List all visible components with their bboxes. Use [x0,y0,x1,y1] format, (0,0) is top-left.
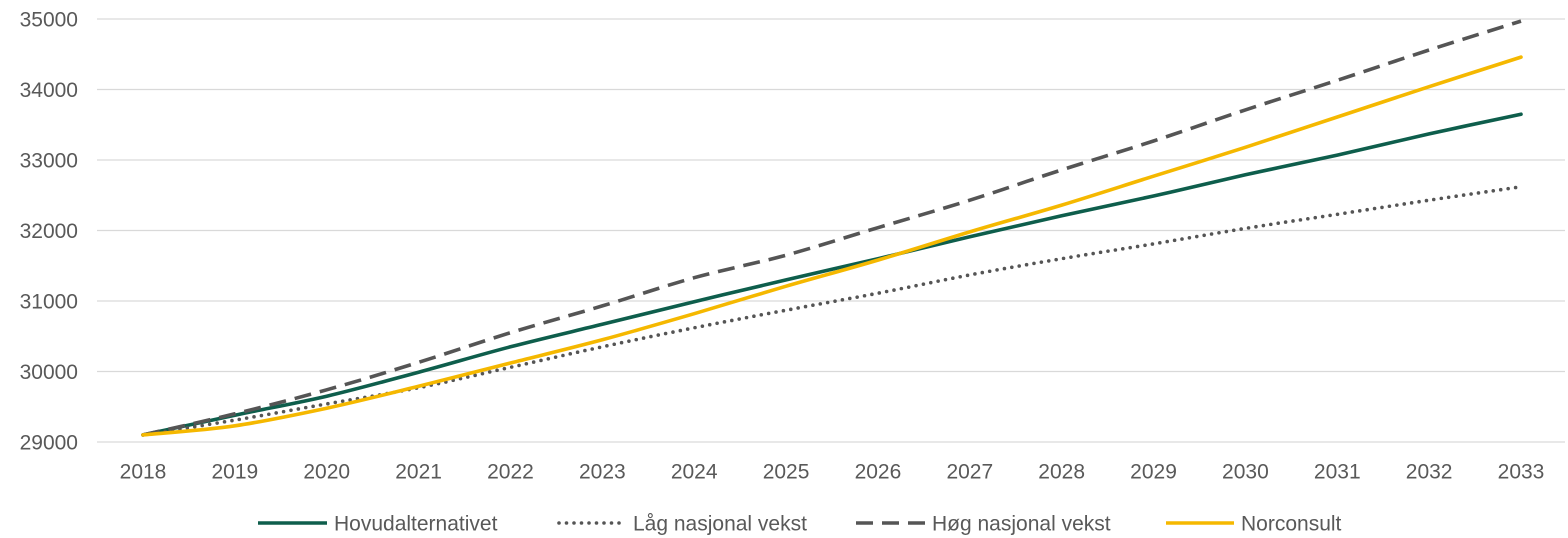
series-line-lag-nasjonal-vekst [141,185,1523,437]
y-tick-label-31000: 31000 [20,291,78,314]
x-tick-label-2028: 2028 [1038,461,1085,484]
gridlines [97,18,1565,443]
legend-item-norconsult[interactable]: Norconsult [1166,513,1342,536]
x-tick-label-2025: 2025 [763,461,810,484]
y-axis-tick-labels: 29000 30000 31000 32000 33000 34000 35000 [20,9,78,455]
x-tick-label-2019: 2019 [212,461,259,484]
legend-label-hog-nasjonal-vekst: Høg nasjonal vekst [932,513,1111,536]
x-tick-label-2033: 2033 [1498,461,1545,484]
y-tick-label-35000: 35000 [20,9,78,32]
y-tick-label-32000: 32000 [20,220,78,243]
legend-item-hog-nasjonal-vekst[interactable]: Høg nasjonal vekst [856,513,1111,536]
y-tick-label-33000: 33000 [20,150,78,173]
x-tick-label-2029: 2029 [1130,461,1177,484]
y-tick-label-34000: 34000 [20,79,78,102]
x-tick-label-2024: 2024 [671,461,718,484]
x-tick-label-2026: 2026 [855,461,902,484]
series-line-hog-nasjonal-vekst [142,19,1522,437]
legend-label-norconsult: Norconsult [1241,513,1342,536]
legend-item-lag-nasjonal-vekst[interactable]: Låg nasjonal vekst [557,513,807,536]
series-line-hovudalternativet [141,112,1523,437]
x-axis-tick-labels: 2018 2019 2020 2021 2022 2023 2024 2025 2026 2027… [120,461,1545,484]
legend: Hovudalternativet Låg nasjonal vekst Høg… [258,513,1342,536]
legend-item-hovudalternativet[interactable]: Hovudalternativet [258,513,498,536]
x-tick-label-2020: 2020 [303,461,350,484]
series-line-norconsult [141,55,1523,437]
y-tick-label-29000: 29000 [20,432,78,455]
x-tick-label-2030: 2030 [1222,461,1269,484]
x-tick-label-2018: 2018 [120,461,167,484]
x-tick-label-2031: 2031 [1314,461,1361,484]
series-lines [141,19,1523,437]
x-tick-label-2032: 2032 [1406,461,1453,484]
x-tick-label-2022: 2022 [487,461,534,484]
x-tick-label-2023: 2023 [579,461,626,484]
legend-label-lag-nasjonal-vekst: Låg nasjonal vekst [633,513,807,536]
x-tick-label-2027: 2027 [946,461,993,484]
legend-label-hovudalternativet: Hovudalternativet [334,513,498,536]
y-tick-label-30000: 30000 [20,361,78,384]
x-tick-label-2021: 2021 [395,461,442,484]
